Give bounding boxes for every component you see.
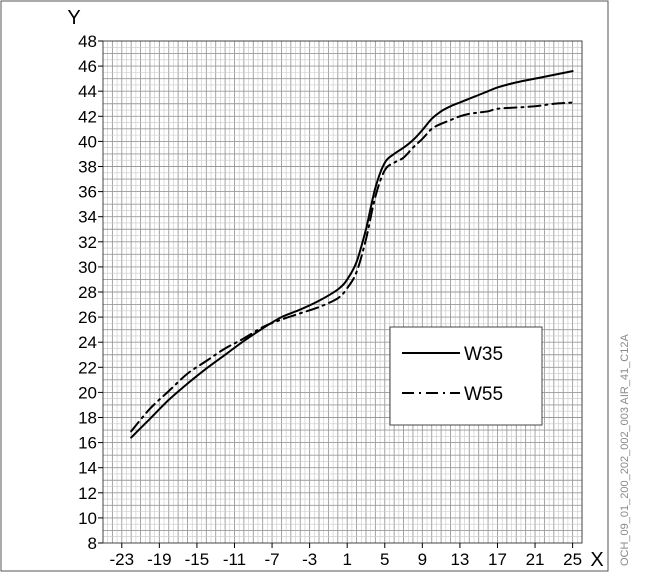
x-tick-label: 17: [488, 550, 507, 569]
x-tick-label: 1: [342, 550, 351, 569]
y-tick-label: 18: [78, 409, 97, 428]
y-tick-label: 26: [78, 308, 97, 327]
x-tick-label: 25: [563, 550, 582, 569]
legend: W35 W55: [389, 326, 543, 426]
y-tick-label: 38: [78, 158, 97, 177]
y-tick-label: 22: [78, 358, 97, 377]
y-tick-label: 20: [78, 383, 97, 402]
y-tick-label: 14: [78, 459, 97, 478]
x-tick-label: -7: [264, 550, 279, 569]
series-line-w55: [130, 101, 574, 433]
y-tick-label: 48: [78, 32, 97, 51]
legend-label-w55: W55: [464, 384, 503, 405]
x-tick-label: 13: [450, 550, 469, 569]
series-lines: [130, 70, 574, 439]
y-tick-label: 16: [78, 434, 97, 453]
y-tick-label: 32: [78, 233, 97, 252]
x-tick-label: -11: [223, 550, 246, 569]
x-tick-label: -15: [185, 550, 210, 569]
y-tick-label: 34: [78, 208, 97, 227]
x-tick-label: -23: [109, 550, 134, 569]
y-tick-labels: 8 10 12 14 16 18 20 22 24 26 28 30 32 34 36 38 40 42 44 46 4…: [78, 32, 103, 553]
x-axis-letter: X: [590, 549, 603, 571]
y-tick-label: 44: [78, 82, 97, 101]
x-tick-label: 5: [380, 550, 389, 569]
y-tick-label: 42: [78, 107, 97, 126]
side-code-label: OCH_09_01_200_202_002_003 AIR_41_C12A: [619, 334, 631, 566]
y-tick-label: 36: [78, 183, 97, 202]
x-tick-label: 21: [526, 550, 545, 569]
grid: [102, 40, 583, 544]
y-tick-label: 12: [78, 484, 97, 503]
series-line-w35: [130, 70, 574, 439]
x-tick-labels: -23 -19 -15 -11 -7 -3 1 5 9 13 17 21 25: [109, 543, 582, 569]
y-tick-label: 10: [78, 509, 97, 528]
y-axis-letter: Y: [67, 7, 80, 29]
y-tick-label: 30: [78, 258, 97, 277]
y-tick-label: 40: [78, 132, 97, 151]
legend-label-w35: W35: [464, 344, 503, 365]
x-tick-label: 9: [418, 550, 427, 569]
legend-box: [389, 326, 543, 426]
y-tick-label: 8: [88, 534, 97, 553]
outer-frame: [0, 0, 609, 572]
x-tick-label: -3: [302, 550, 317, 569]
y-tick-label: 28: [78, 283, 97, 302]
y-tick-label: 24: [78, 333, 97, 352]
y-tick-label: 46: [78, 57, 97, 76]
x-tick-label: -19: [147, 550, 172, 569]
